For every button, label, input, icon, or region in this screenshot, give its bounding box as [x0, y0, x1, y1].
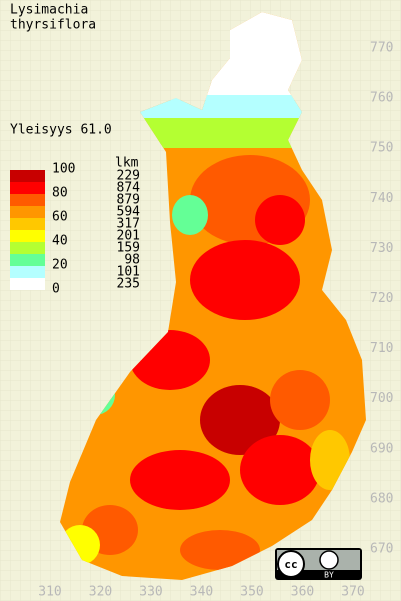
- y-label: 730: [370, 241, 393, 256]
- legend-swatch: [10, 242, 45, 254]
- x-label: 310: [38, 585, 61, 600]
- legend-swatch: [10, 218, 45, 230]
- title: Lysimachia: [10, 3, 88, 18]
- legend-swatch: [10, 266, 45, 278]
- legend-count: 317: [117, 217, 140, 232]
- legend-scale-label: 60: [52, 210, 68, 225]
- legend-scale-label: 20: [52, 258, 68, 273]
- legend-scale-label: 40: [52, 234, 68, 249]
- y-label: 710: [370, 341, 393, 356]
- y-label: 690: [370, 441, 393, 456]
- y-label: 760: [370, 91, 393, 106]
- legend-swatch: [10, 194, 45, 206]
- legend-scale-label: 80: [52, 186, 68, 201]
- y-label: 720: [370, 291, 393, 306]
- axes: 770 760 750 740 730 720 710 700 690 680 670 310 320 3…: [38, 41, 393, 600]
- legend-count: 594: [117, 205, 141, 220]
- legend-swatch: [10, 230, 45, 242]
- legend-count: 229: [117, 169, 140, 184]
- legend-count: 235: [117, 277, 140, 292]
- legend-swatch: [10, 182, 45, 194]
- legend-count: 159: [117, 241, 140, 256]
- by-label: BY: [324, 571, 334, 580]
- legend-count: 879: [117, 193, 140, 208]
- y-label: 740: [370, 191, 393, 206]
- license-badge: cc BY: [275, 548, 362, 580]
- y-label: 770: [370, 41, 393, 56]
- x-label: 330: [139, 585, 162, 600]
- legend-count: 201: [117, 229, 140, 244]
- title: thyrsiflora: [10, 18, 96, 33]
- x-label: 370: [341, 585, 364, 600]
- legend-swatch: [10, 170, 45, 182]
- legend-scale-label: 100: [52, 162, 75, 177]
- count-header: lkm: [115, 156, 139, 171]
- legend-scale-label: 0: [52, 282, 60, 297]
- cc-label: cc: [284, 558, 297, 571]
- legend-count: 98: [124, 253, 140, 268]
- x-label: 320: [89, 585, 112, 600]
- x-label: 360: [291, 585, 314, 600]
- legend-swatch: [10, 278, 45, 290]
- legend-swatch: [10, 254, 45, 266]
- y-label: 700: [370, 391, 393, 406]
- x-label: 340: [190, 585, 213, 600]
- y-label: 670: [370, 542, 393, 557]
- legend-count: 101: [117, 265, 140, 280]
- frequency: Yleisyys 61.0: [10, 123, 112, 138]
- x-label: 350: [240, 585, 263, 600]
- legend-count: 874: [117, 181, 141, 196]
- y-label: 680: [370, 491, 393, 506]
- legend-swatch: [10, 206, 45, 218]
- y-label: 750: [370, 141, 393, 156]
